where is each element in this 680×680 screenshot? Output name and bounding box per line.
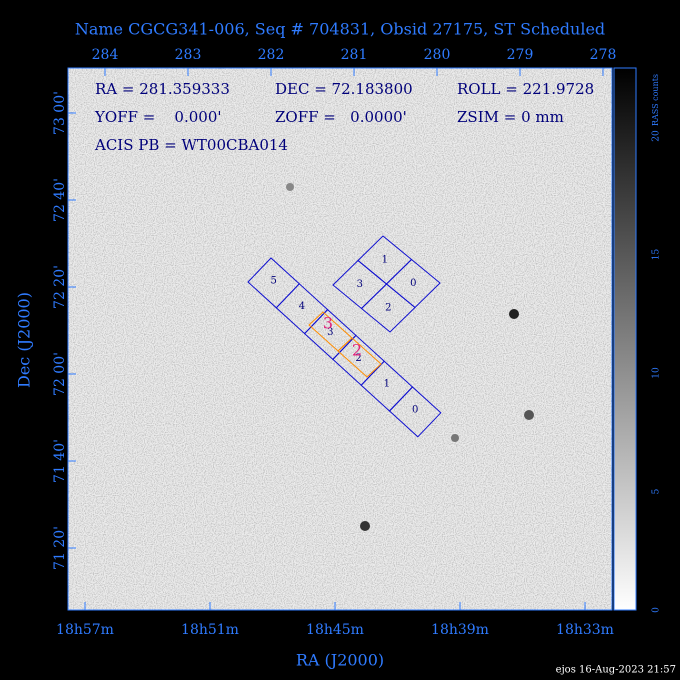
aimpoint-label: 3 [323, 314, 333, 333]
x-axis-title: RA (J2000) [296, 651, 384, 670]
colorbar-tick-label: 5 [652, 488, 662, 494]
colorbar-tick-label: 10 [652, 367, 662, 379]
info-text: ROLL = 221.9728 [457, 80, 594, 98]
info-text: ZOFF = 0.0000' [275, 108, 407, 126]
chip-label: 0 [410, 278, 416, 289]
chip-label: 2 [355, 353, 361, 364]
left-tick-label: 73 00' [52, 91, 68, 135]
info-text: ZSIM = 0 mm [457, 108, 564, 126]
chip-label: 3 [357, 279, 363, 290]
left-tick-label: 72 00' [52, 352, 68, 396]
footer: ejos 16-Aug-2023 21:57 [556, 665, 676, 676]
chip-label: 4 [299, 301, 305, 312]
left-tick-label: 72 40' [52, 178, 68, 222]
chip-label: 5 [270, 275, 276, 286]
chip-label: 0 [412, 404, 418, 415]
chip-label: 2 [385, 303, 391, 314]
overlay: 284 283 282 281 280 279 278 73 00' 72 40' 72 20' 7… [52, 47, 662, 638]
acis-s-chip [388, 386, 442, 438]
colorbar-tick-label: 15 [652, 249, 662, 261]
info-text: RA = 281.359333 [95, 80, 230, 98]
chip-label: 3 [327, 327, 333, 338]
colorbar-label: RASS counts [651, 74, 660, 126]
dither-box [337, 337, 382, 378]
chip-label: 1 [382, 255, 388, 266]
bottom-tick-label: 18h33m [556, 622, 614, 638]
bottom-tick-label: 18h45m [306, 622, 364, 638]
bottom-tick-label: 18h39m [431, 622, 489, 638]
colorbar-tick-label: 20 [652, 130, 662, 142]
info-text: ACIS PB = WT00CBA014 [94, 136, 288, 154]
sky-image [68, 68, 612, 610]
acis-i-chip [360, 283, 416, 333]
colorbar-tick-label: 0 [652, 607, 662, 613]
left-tick-label: 72 20' [52, 265, 68, 309]
bottom-tick-label: 18h51m [181, 622, 239, 638]
top-tick-label: 281 [341, 47, 368, 63]
top-tick-label: 282 [258, 47, 285, 63]
top-tick-label: 283 [175, 47, 202, 63]
info-text: YOFF = 0.000' [94, 108, 222, 126]
aimpoint-label: 2 [352, 341, 362, 360]
info-text: DEC = 72.183800 [275, 80, 413, 98]
y-axis-title: Dec (J2000) [15, 292, 34, 388]
top-tick-label: 279 [507, 47, 534, 63]
top-tick-label: 278 [590, 47, 617, 63]
left-tick-label: 71 40' [52, 439, 68, 483]
top-tick-label: 284 [92, 47, 119, 63]
top-tick-label: 280 [424, 47, 451, 63]
plot-frame [67, 67, 613, 611]
title: Name CGCG341-006, Seq # 704831, Obsid 27… [75, 20, 605, 39]
chip-label: 1 [384, 379, 390, 390]
bottom-tick-label: 18h57m [56, 622, 114, 638]
colorbar [613, 67, 637, 611]
left-tick-label: 71 20' [52, 526, 68, 570]
